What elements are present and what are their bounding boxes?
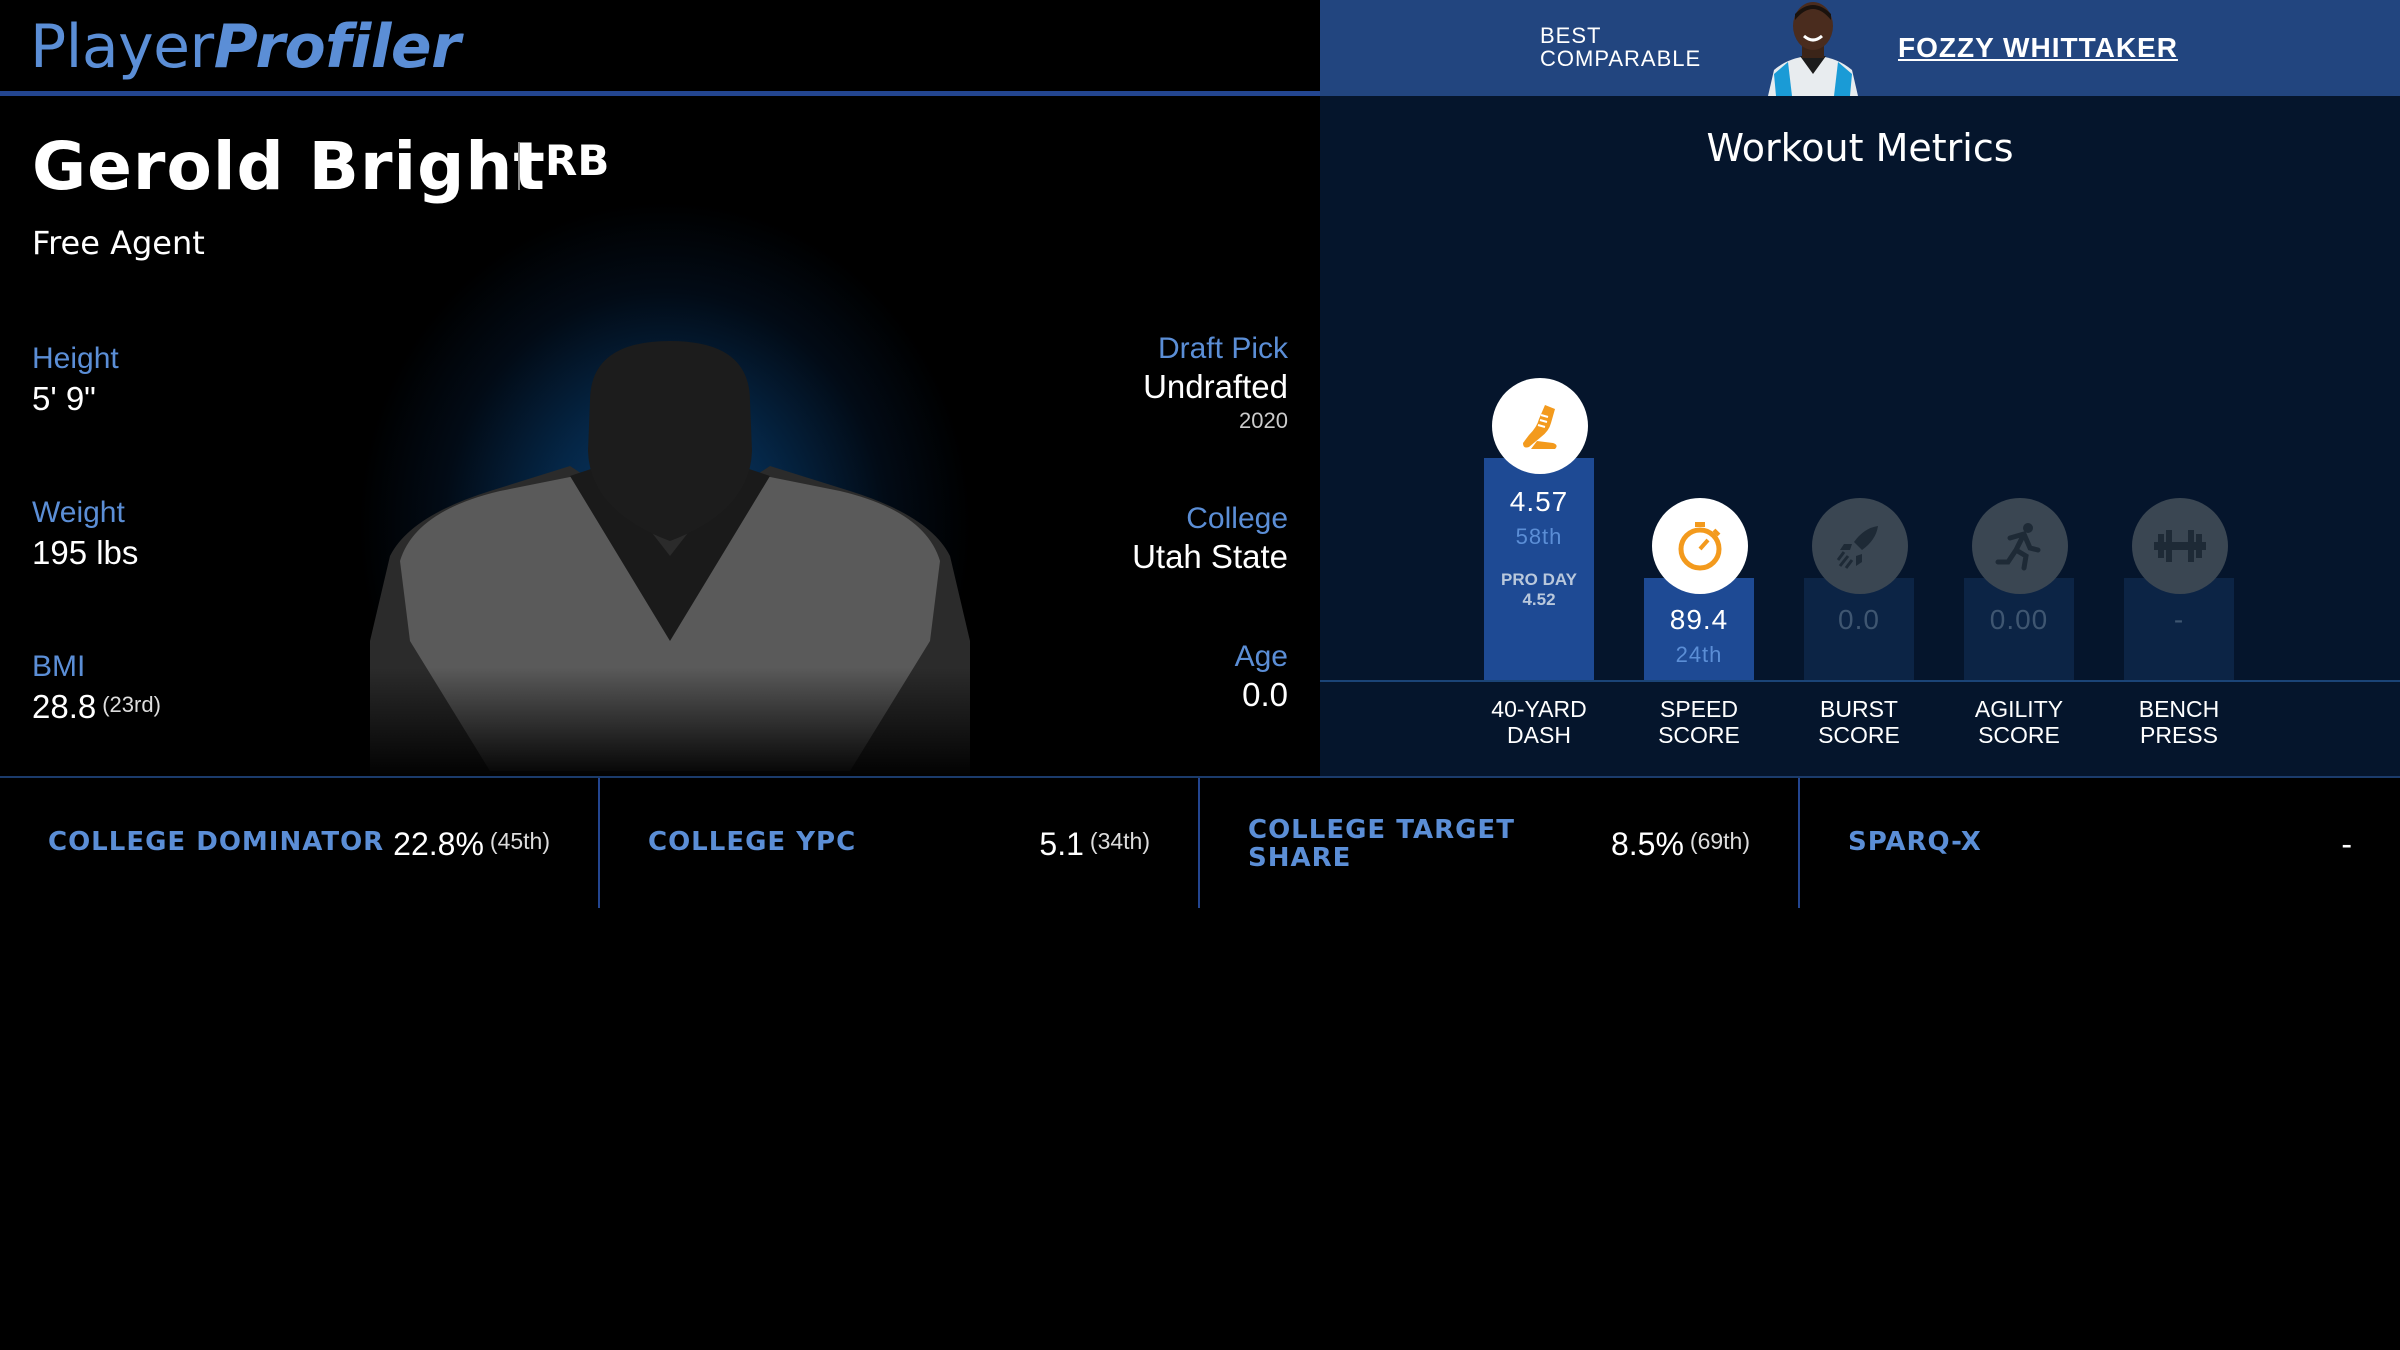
draft-year: 2020 (1239, 408, 1288, 433)
metric-name-burst-score: BURST SCORE (1818, 696, 1900, 748)
stopwatch-icon (1652, 498, 1748, 594)
metric-bar-bench-press (2124, 578, 2234, 680)
college-target-share-rank: (69th) (1689, 828, 1750, 854)
age-value: 0.0 (1242, 676, 1288, 713)
proday-label: PRO DAY (1501, 570, 1577, 589)
metric-value-agility-score: 0.00 (1989, 604, 2049, 635)
stat-college-target-share: COLLEGE TARGET SHARE 8.5% (69th) (1200, 778, 1800, 908)
player-team: Free Agent (32, 224, 205, 262)
college-value: Utah State (1132, 538, 1288, 575)
age-label: Age (1234, 640, 1288, 673)
running-shoe-icon (1492, 378, 1588, 474)
metric-speed-score[interactable]: 89.4 24th SPEED SCORE (1644, 96, 1754, 776)
metrics-baseline (1320, 680, 2400, 682)
college-target-share-value: 8.5% (1610, 826, 1684, 862)
college-dominator-rank: (45th) (489, 828, 550, 854)
metric-value-40-yard: 4.57 (1509, 486, 1569, 517)
weight-label: Weight (32, 496, 125, 529)
metric-40-yard-dash[interactable]: 4.57 58th PRO DAY 4.52 40-YARD DASH (1484, 96, 1594, 776)
bmi-rank: (23rd) (102, 692, 161, 717)
college-ypc-value-row: 5.1 (34th) (1039, 826, 1150, 863)
top-header: PlayerProfiler (0, 0, 1320, 96)
metric-name-speed-score: SPEED SCORE (1658, 696, 1740, 748)
metric-bar-agility-score (1964, 578, 2074, 680)
college-ypc-value: 5.1 (1039, 826, 1084, 862)
bmi-value-row: 28.8 (23rd) (32, 688, 161, 726)
metric-name-bench-press: BENCH PRESS (2138, 696, 2220, 748)
metric-burst-score[interactable]: 0.0 BURST SCORE (1804, 96, 1914, 776)
sparq-x-label: SPARQ-X (1848, 827, 1982, 857)
workout-metrics-title: Workout Metrics (1706, 126, 2014, 170)
metric-bar-burst-score (1804, 578, 1914, 680)
metric-bench-press[interactable]: - BENCH PRESS (2124, 96, 2234, 776)
stat-college-ypc: COLLEGE YPC 5.1 (34th) (600, 778, 1200, 908)
logo-text-player: Player (30, 12, 214, 82)
best-comparable-label-line2: COMPARABLE (1540, 46, 1702, 71)
best-comparable-label: BEST COMPARABLE (1540, 24, 1701, 70)
bmi-label: BMI (32, 650, 86, 683)
college-target-share-value-row: 8.5% (69th) (1611, 826, 1750, 863)
college-ypc-label: COLLEGE YPC (648, 827, 857, 857)
stat-college-dominator: COLLEGE DOMINATOR 22.8% (45th) (0, 778, 600, 908)
college-dominator-value-row: 22.8% (45th) (393, 826, 550, 863)
metric-value-bench-press: - (2173, 604, 2185, 635)
proday-value: 4.52 (1522, 590, 1556, 609)
metric-name-agility-score: AGILITY SCORE (1974, 696, 2064, 748)
height-label: Height (32, 342, 119, 375)
logo-text-profiler: Profiler (213, 12, 461, 82)
weight-value: 195 lbs (32, 534, 139, 571)
college-dominator-label: COLLEGE DOMINATOR (48, 827, 385, 857)
metric-value-speed-score: 89.4 (1669, 604, 1729, 635)
best-comparable-label-line1: BEST (1540, 23, 1602, 48)
player-position: RB (545, 136, 610, 185)
bmi-value: 28.8 (32, 688, 97, 725)
player-name: Gerold Bright (32, 128, 546, 205)
running-man-icon (1972, 498, 2068, 594)
metric-bar-speed-score (1644, 578, 1754, 680)
college-dominator-value: 22.8% (393, 826, 484, 862)
player-silhouette-image (370, 341, 970, 776)
metric-percentile-speed-score: 24th (1675, 642, 1723, 667)
draft-pick-label: Draft Pick (1157, 332, 1288, 365)
best-comparable-bar: BEST COMPARABLE FOZZY WHITTAKER (1320, 0, 2400, 96)
metric-name-40-yard: 40-YARD DASH (1491, 696, 1587, 748)
workout-metrics-panel: Workout Metrics 4.57 58th PRO DAY 4.52 4… (1320, 96, 2400, 776)
player-info-panel: Gerold Bright RB Free Agent Height 5' 9"… (0, 96, 1320, 776)
dumbbell-icon (2132, 498, 2228, 594)
rocket-icon (1812, 498, 1908, 594)
sparq-x-value: - (2341, 826, 2352, 862)
site-logo[interactable]: PlayerProfiler (30, 12, 461, 82)
metric-value-burst-score: 0.0 (1838, 604, 1880, 635)
college-stats-bar: COLLEGE DOMINATOR 22.8% (45th) COLLEGE YP… (0, 776, 2400, 908)
sparq-x-value-row: - (2341, 826, 2352, 863)
college-target-share-label: COLLEGE TARGET SHARE (1248, 815, 1515, 873)
height-value: 5' 9" (32, 380, 96, 417)
college-ypc-rank: (34th) (1089, 828, 1150, 854)
draft-pick-value: Undrafted (1143, 368, 1288, 405)
name-divider (518, 142, 520, 190)
college-label: College (1186, 502, 1288, 535)
metric-percentile-40-yard: 58th (1515, 524, 1563, 549)
stat-sparq-x: SPARQ-X - (1800, 778, 2400, 908)
comparable-player-link[interactable]: FOZZY WHITTAKER (1898, 32, 2178, 63)
metric-bar-40-yard (1484, 458, 1594, 680)
comparable-player-photo (1748, 0, 1878, 96)
metric-agility-score[interactable]: 0.00 AGILITY SCORE (1964, 96, 2074, 776)
